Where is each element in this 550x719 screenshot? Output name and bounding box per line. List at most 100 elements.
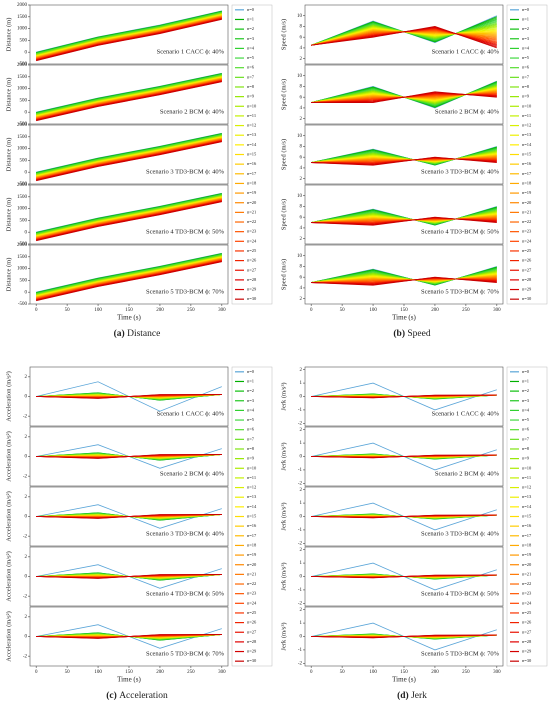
x-tick-label: 100: [94, 308, 102, 313]
y-tick-label: 500: [20, 279, 28, 284]
y-tick-label: 500: [20, 219, 28, 224]
legend-label: n=22: [522, 219, 531, 224]
scenario-label: Scenario 2 BCM ϕ: 40%: [435, 108, 500, 115]
y-axis-label: Acceleration (m/s²): [5, 491, 12, 542]
y-tick-label: 2: [300, 608, 303, 613]
legend-label: n=0: [247, 7, 255, 12]
scenario-label: Scenario 4 TD3-BCM ϕ: 50%: [421, 228, 500, 235]
legend-label: n=28: [522, 277, 532, 282]
legend-label: n=30: [522, 296, 532, 301]
series-line: [36, 141, 222, 182]
x-tick-label: 300: [218, 670, 226, 675]
y-tick-label: 2: [300, 548, 303, 553]
x-tick-label: 150: [400, 670, 408, 675]
y-tick-label: 1: [300, 561, 303, 566]
legend-label: n=6: [522, 427, 530, 432]
y-tick-label: 6: [300, 155, 303, 160]
legend-label: n=23: [522, 591, 532, 596]
scenario-label: Scenario 5 TD3-BCM ϕ: 70%: [421, 650, 500, 657]
y-tick-label: 0: [25, 50, 28, 55]
y-tick-label: 1000: [17, 27, 28, 32]
y-tick-label: -2: [298, 481, 303, 486]
legend-label: n=15: [522, 514, 532, 519]
legend-label: n=0: [247, 369, 255, 374]
legend-label: n=23: [522, 229, 532, 234]
y-tick-label: 6: [300, 35, 303, 40]
legend-label: n=17: [247, 533, 257, 538]
legend-label: n=1: [522, 16, 529, 21]
legend-label: n=7: [522, 436, 530, 441]
legend-label: n=2: [522, 26, 529, 31]
legend-label: n=7: [247, 436, 255, 441]
legend-label: n=21: [247, 209, 256, 214]
series-line: [36, 454, 222, 459]
series-line: [311, 156, 497, 166]
y-tick-label: -2: [298, 601, 303, 606]
y-tick-label: 0: [300, 515, 303, 520]
x-tick-label: 50: [340, 670, 346, 675]
y-tick-label: 0: [300, 635, 303, 640]
x-tick-label: 300: [218, 308, 226, 313]
y-tick-label: -1: [298, 408, 303, 413]
y-tick-label: 2: [300, 177, 303, 182]
legend-label: n=18: [522, 180, 532, 185]
legend-label: n=5: [247, 417, 255, 422]
x-tick-label: 250: [187, 308, 195, 313]
series-line: [311, 216, 497, 226]
y-tick-label: 8: [300, 25, 303, 30]
legend-label: n=18: [247, 542, 257, 547]
scenario-label: Scenario 1 CACC ϕ: 40%: [157, 48, 225, 55]
y-tick-label: 1: [300, 501, 303, 506]
y-tick-label: 4: [300, 286, 303, 291]
y-axis-label: Jerk (m/s³): [280, 442, 287, 470]
y-tick-label: 2000: [17, 63, 28, 68]
series-line: [36, 81, 222, 122]
y-tick-label: 0: [25, 170, 28, 175]
y-axis-label: Acceleration (m/s²): [5, 431, 12, 482]
legend-label: n=29: [247, 287, 257, 292]
x-axis-label: Time (s): [117, 676, 141, 684]
x-tick-label: 0: [35, 670, 38, 675]
y-tick-label: 6: [300, 95, 303, 100]
legend-label: n=10: [522, 465, 532, 470]
legend-label: n=5: [522, 55, 530, 60]
x-tick-label: 50: [340, 308, 346, 313]
legend-label: n=24: [247, 238, 257, 243]
legend-label: n=13: [247, 132, 257, 137]
y-tick-label: 1500: [17, 195, 28, 200]
legend-label: n=29: [522, 649, 532, 654]
y-tick-label: 2: [25, 495, 28, 500]
scenario-label: Scenario 2 BCM ϕ: 40%: [435, 470, 500, 477]
x-tick-label: 300: [493, 308, 501, 313]
y-tick-label: 8: [300, 85, 303, 90]
y-tick-label: 4: [300, 106, 303, 111]
legend-label: n=16: [247, 161, 257, 166]
x-tick-label: 200: [156, 670, 164, 675]
y-tick-label: 2: [300, 428, 303, 433]
y-axis-label: Speed (m/s): [280, 139, 287, 170]
y-axis-label: Distance (m): [5, 78, 12, 112]
x-tick-label: 200: [431, 308, 439, 313]
y-tick-label: 1500: [17, 255, 28, 260]
legend-label: n=25: [522, 248, 532, 253]
legend-label: n=12: [522, 485, 531, 490]
caption-label: (b): [393, 328, 405, 339]
legend-label: n=9: [247, 456, 255, 461]
y-tick-label: -2: [298, 421, 303, 426]
y-tick-label: 1000: [17, 87, 28, 92]
y-tick-label: 2: [25, 555, 28, 560]
y-tick-label: 6: [300, 275, 303, 280]
legend-label: n=17: [522, 533, 532, 538]
legend-label: n=27: [247, 267, 257, 272]
legend-label: n=26: [522, 620, 532, 625]
y-tick-label: -2: [298, 541, 303, 546]
legend-label: n=14: [247, 504, 257, 509]
y-tick-label: -1: [298, 648, 303, 653]
legend-label: n=12: [522, 123, 531, 128]
y-tick-label: 0: [25, 635, 28, 640]
y-tick-label: 1500: [17, 75, 28, 80]
y-axis-label: Jerk (m/s³): [280, 562, 287, 590]
series-line: [311, 91, 497, 103]
legend-label: n=10: [522, 103, 532, 108]
legend-label: n=12: [247, 485, 256, 490]
